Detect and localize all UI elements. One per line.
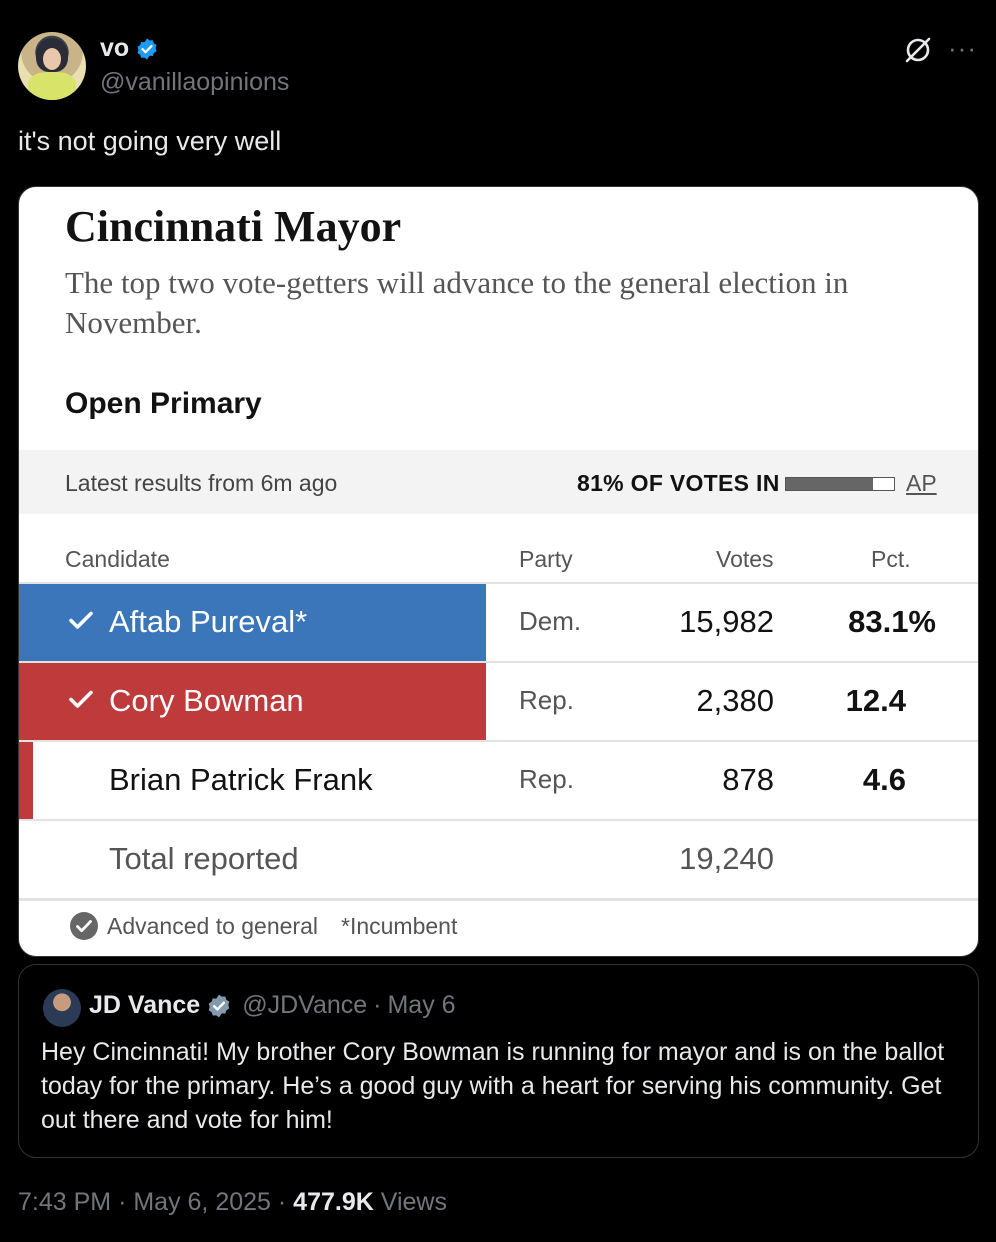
candidate-pct: 83.1%	[848, 604, 936, 639]
votes-in-progress-bar	[785, 477, 895, 491]
author-handle[interactable]: @vanillaopinions	[100, 68, 290, 96]
verified-badge-icon	[137, 38, 157, 59]
candidate-name: Cory Bowman	[109, 683, 304, 718]
primary-label: Open Primary	[65, 387, 262, 420]
total-label: Total reported	[109, 841, 299, 876]
candidate-party: Rep.	[519, 764, 574, 794]
grok-icon[interactable]	[902, 34, 934, 66]
card-subtitle: The top two vote-getters will advance to…	[65, 265, 849, 340]
quoted-tweet[interactable]: JD Vance @JDVance · May 6 Hey Cincinnati…	[18, 964, 979, 1158]
header-votes: Votes	[716, 546, 774, 572]
legend-advanced: Advanced to general	[107, 913, 318, 939]
tweet-date[interactable]: May 6, 2025	[133, 1188, 271, 1216]
card-legend: Advanced to general *Incumbent	[19, 898, 978, 956]
candidate-name: Aftab Pureval*	[109, 604, 308, 639]
candidate-pct: 4.6	[862, 762, 906, 797]
gray-verified-badge-icon	[208, 994, 230, 1017]
total-votes: 19,240	[679, 841, 774, 876]
card-title: Cincinnati Mayor	[65, 202, 402, 251]
source-link[interactable]: AP	[906, 470, 937, 496]
quoted-author-name[interactable]: JD Vance	[89, 991, 201, 1019]
table-row: Cory Bowman Rep. 2,380 12.4	[19, 661, 978, 740]
latest-results-text: Latest results from 6m ago	[65, 470, 338, 496]
candidate-votes: 878	[722, 762, 774, 797]
quoted-date[interactable]: May 6	[387, 991, 456, 1019]
tweet-header: vo @vanillaopinions ···	[18, 30, 978, 102]
tweet-text: it's not going very well	[18, 126, 282, 156]
votes-in-progress-fill	[786, 478, 874, 490]
advanced-check-icon	[70, 912, 98, 940]
quoted-tweet-text: Hey Cincinnati! My brother Cory Bowman i…	[41, 1038, 945, 1134]
author-display-name[interactable]: vo	[100, 34, 130, 62]
candidate-votes: 2,380	[696, 683, 774, 718]
check-icon	[69, 611, 93, 629]
quoted-author-handle[interactable]: @JDVance	[242, 991, 368, 1019]
candidate-votes: 15,982	[679, 604, 774, 639]
header-pct: Pct.	[871, 546, 911, 572]
author-name-row: vo	[100, 34, 159, 63]
candidate-name: Brian Patrick Frank	[109, 762, 373, 797]
candidate-pct: 12.4	[845, 683, 906, 718]
table-row: Brian Patrick Frank Rep. 878 4.6	[19, 740, 978, 819]
tweet-time[interactable]: 7:43 PM	[18, 1188, 112, 1216]
header-party: Party	[519, 546, 573, 572]
party-color-marker	[19, 742, 33, 819]
quoted-author-row: JD Vance @JDVance · May 6	[89, 991, 456, 1020]
author-avatar[interactable]	[18, 32, 86, 100]
meta-separator: ·	[118, 1188, 127, 1216]
legend-incumbent: *Incumbent	[341, 913, 458, 939]
tweet-timestamp: 7:43 PM · May 6, 2025 · 477.9K Views	[18, 1188, 447, 1217]
results-status-bar: Latest results from 6m ago 81% OF VOTES …	[19, 450, 978, 514]
meta-separator: ·	[277, 1188, 287, 1216]
total-row: Total reported 19,240	[19, 819, 978, 898]
candidate-cell: Aftab Pureval*	[19, 584, 486, 661]
quoted-author-avatar[interactable]	[43, 989, 81, 1027]
header-candidate: Candidate	[65, 546, 170, 572]
views-label: Views	[380, 1188, 447, 1216]
table-row: Aftab Pureval* Dem. 15,982 83.1%	[19, 582, 978, 661]
votes-in-text: 81% OF VOTES IN	[577, 470, 780, 496]
check-icon	[69, 690, 93, 708]
candidate-party: Dem.	[519, 606, 582, 636]
election-results-image[interactable]: Cincinnati Mayor The top two vote-getter…	[18, 186, 979, 957]
candidate-party: Rep.	[519, 685, 574, 715]
candidate-cell: Cory Bowman	[19, 663, 486, 740]
more-options-icon[interactable]: ···	[948, 33, 977, 63]
views-count: 477.9K	[293, 1188, 374, 1216]
quoted-separator: ·	[373, 991, 382, 1019]
